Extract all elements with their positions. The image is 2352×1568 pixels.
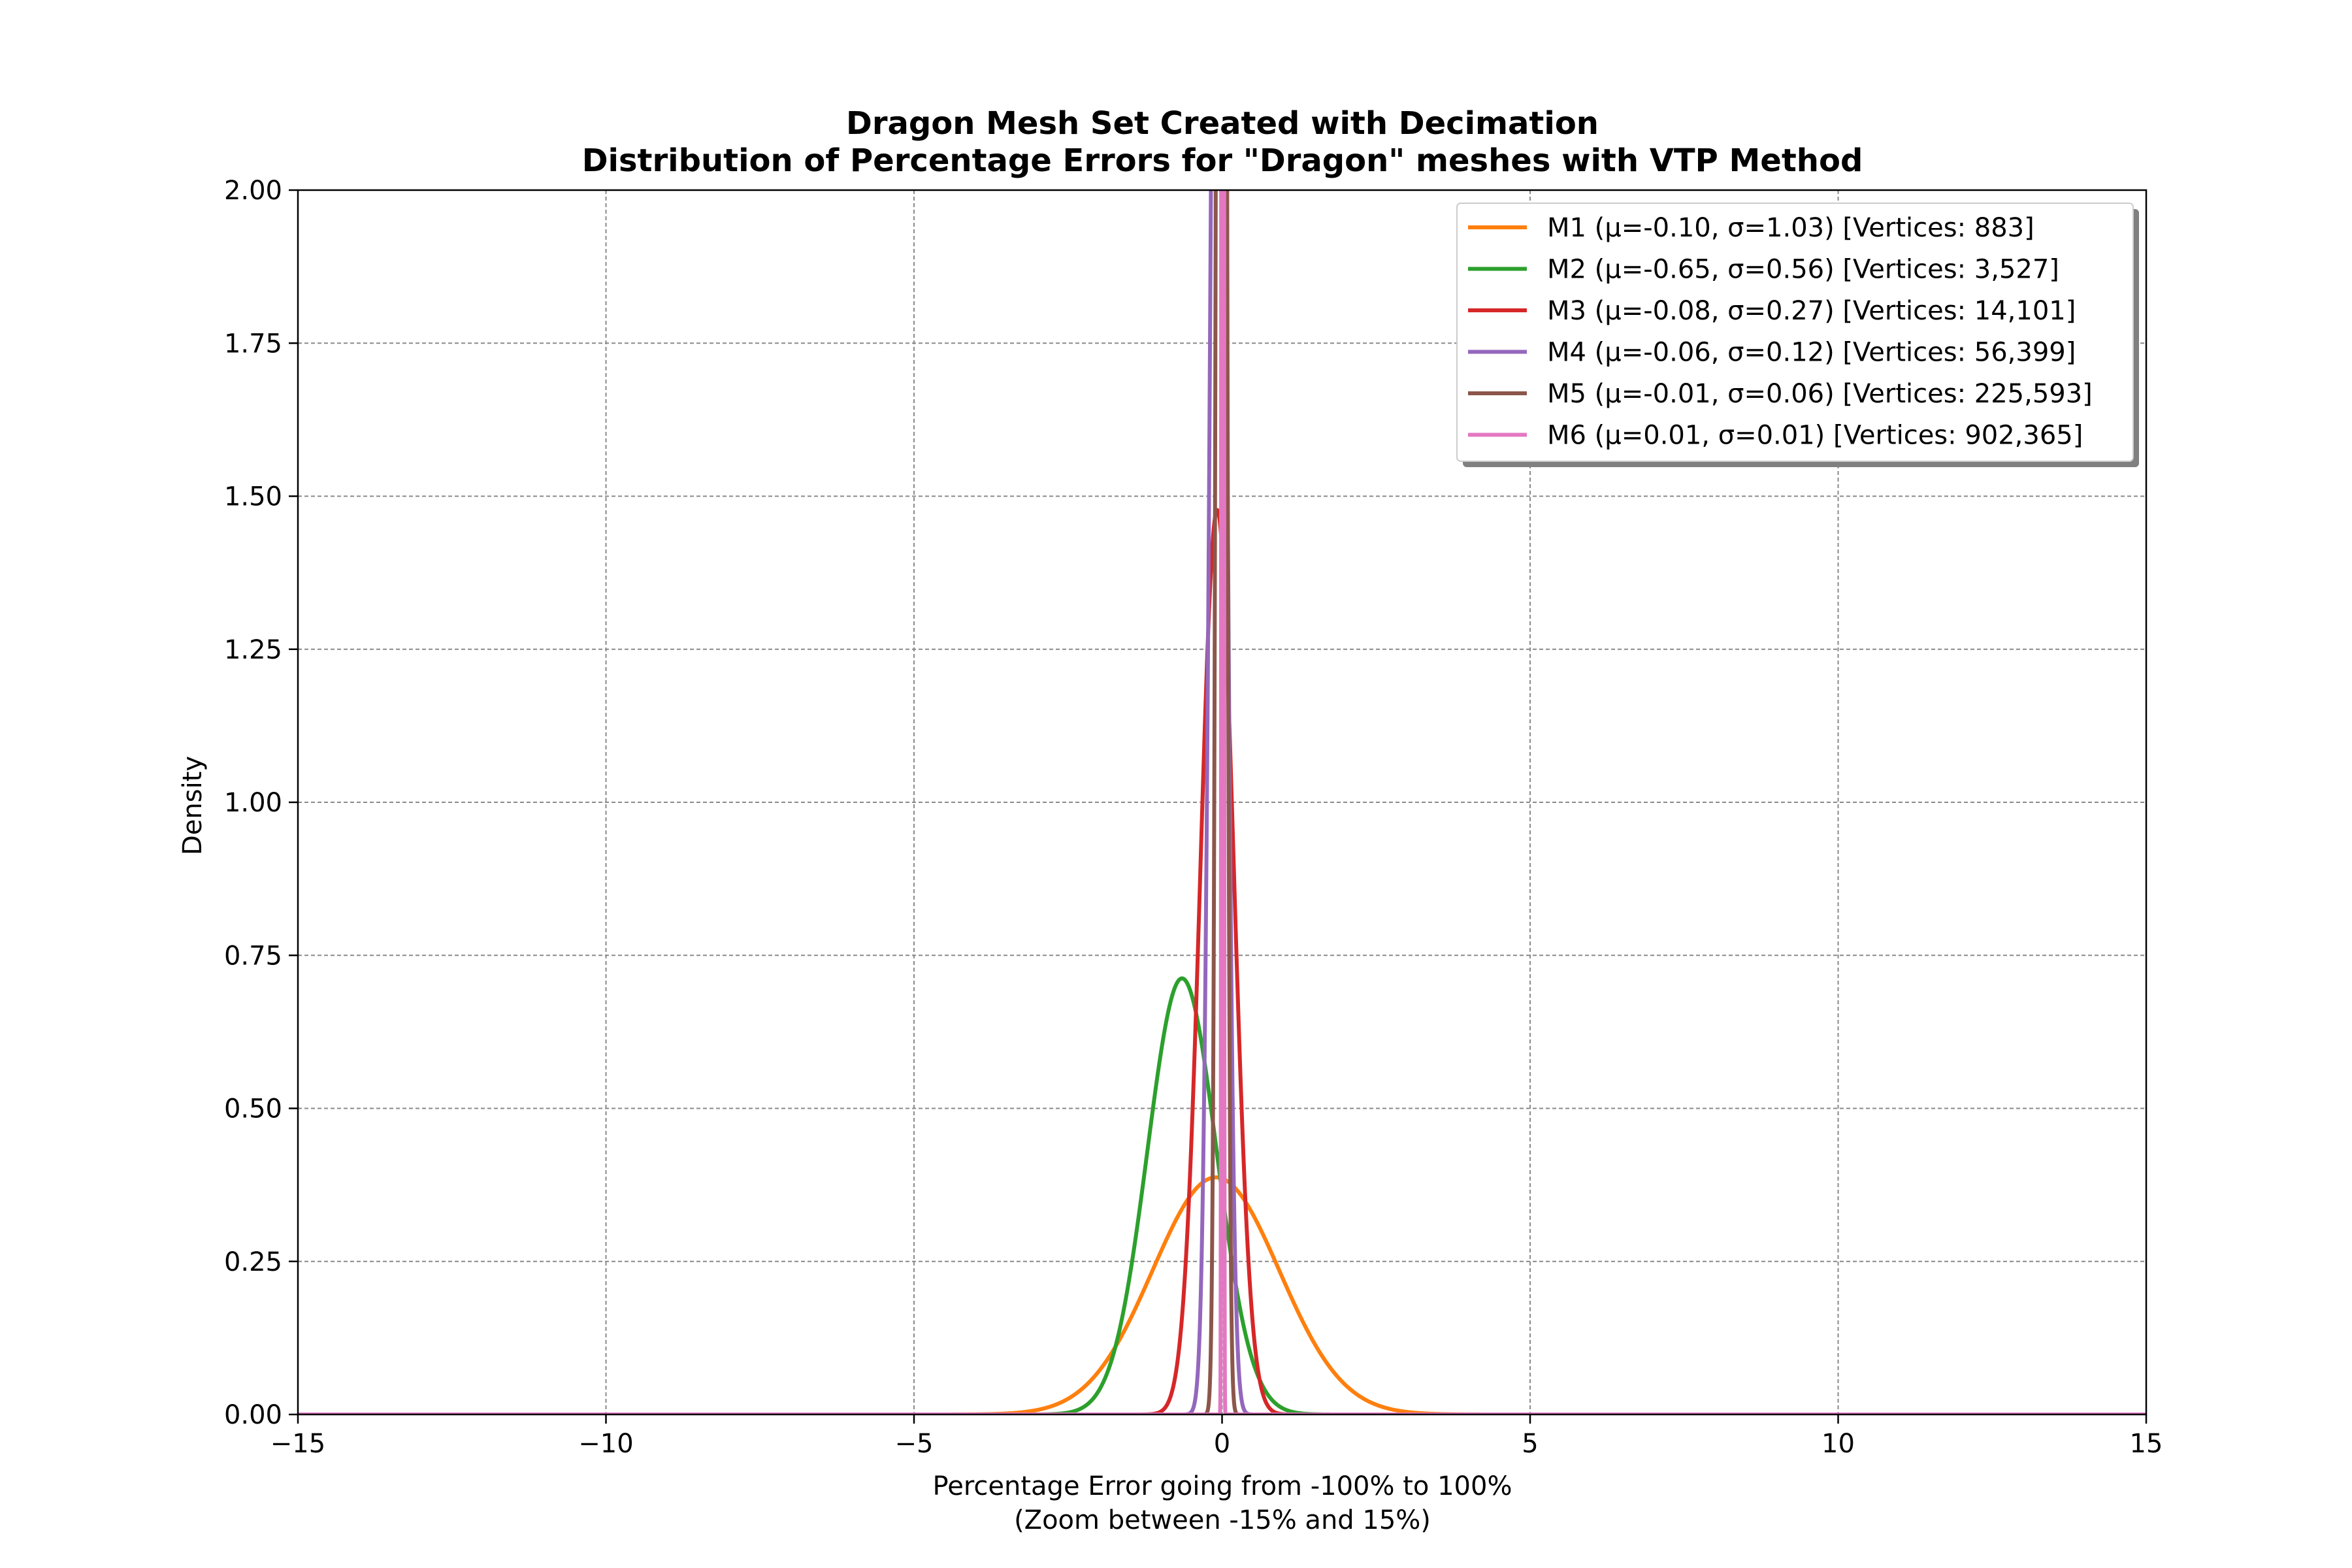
x-tick-label: −15 [270, 1429, 325, 1459]
legend-label-m5: M5 (μ=-0.01, σ=0.06) [Vertices: 225,593] [1547, 379, 2093, 409]
series-line-m1 [298, 1175, 2146, 1414]
y-tick-label: 1.75 [224, 329, 282, 359]
x-tick-label: 5 [1522, 1429, 1538, 1459]
legend-label-m2: M2 (μ=-0.65, σ=0.56) [Vertices: 3,527] [1547, 255, 2059, 285]
y-tick-label: 0.50 [224, 1094, 282, 1124]
y-tick-label: 0.00 [224, 1400, 282, 1430]
series-line-m3 [298, 508, 2146, 1414]
x-tick-label: 0 [1214, 1429, 1230, 1459]
y-tick-label: 0.75 [224, 941, 282, 971]
y-tick-label: 1.00 [224, 788, 282, 818]
chart-subtitle: Distribution of Percentage Errors for "D… [582, 142, 1863, 179]
x-tick-label: 15 [2130, 1429, 2163, 1459]
legend-label-m6: M6 (μ=0.01, σ=0.01) [Vertices: 902,365] [1547, 421, 2083, 451]
x-tick-label: −10 [578, 1429, 633, 1459]
x-axis-label: Percentage Error going from -100% to 100… [933, 1471, 1512, 1501]
legend-label-m3: M3 (μ=-0.08, σ=0.27) [Vertices: 14,101] [1547, 296, 2076, 326]
y-tick-label: 2.00 [224, 176, 282, 206]
chart-title: Dragon Mesh Set Created with Decimation [846, 105, 1599, 142]
legend-label-m1: M1 (μ=-0.10, σ=1.03) [Vertices: 883] [1547, 213, 2034, 243]
x-tick-label: 10 [1821, 1429, 1855, 1459]
y-tick-label: 1.50 [224, 482, 282, 512]
series-line-m2 [298, 976, 2146, 1414]
x-tick-label: −5 [895, 1429, 934, 1459]
y-tick-label: 0.25 [224, 1247, 282, 1277]
axis-ticks: −15 −10 −5 0 5 10 15 0.00 0.25 0.50 0.75 1.00 1.25 1.… [224, 176, 2163, 1459]
y-axis-label: Density [178, 756, 208, 855]
legend: M1 (μ=-0.10, σ=1.03) [Vertices: 883] M2 (… [1456, 203, 2139, 467]
x-axis-label-zoom-note: (Zoom between -15% and 15%) [1014, 1505, 1431, 1535]
legend-box [1456, 203, 2134, 462]
y-tick-label: 1.25 [224, 635, 282, 665]
legend-label-m4: M4 (μ=-0.06, σ=0.12) [Vertices: 56,399] [1547, 338, 2076, 368]
